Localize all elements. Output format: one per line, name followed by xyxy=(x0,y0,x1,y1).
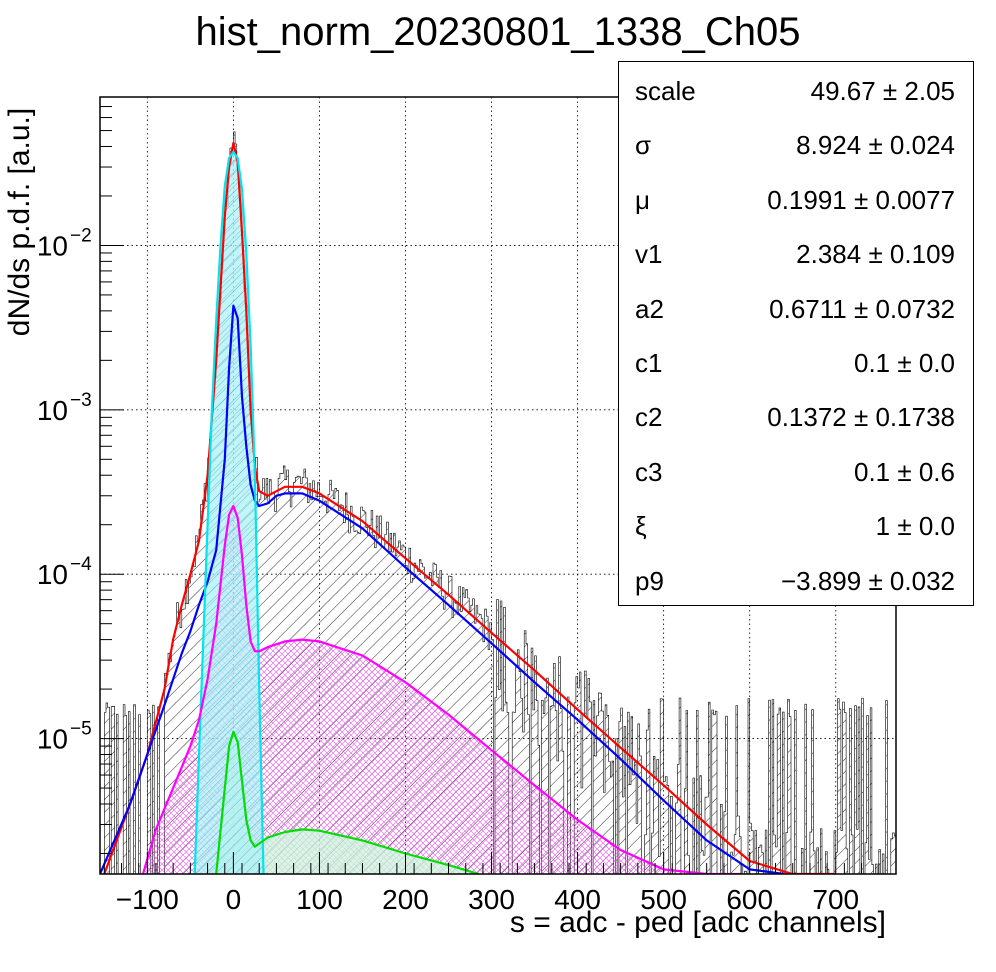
component-magenta-curve xyxy=(141,504,742,874)
x-tick-label: 400 xyxy=(554,884,601,915)
y-tick-label: 10 xyxy=(37,559,68,590)
pedestal-cyan-curve xyxy=(193,150,265,874)
fit-param-name: μ xyxy=(635,184,650,215)
fit-param-name: ξ xyxy=(635,511,647,542)
fit-param-row: v1 2.384 ± 0.109 xyxy=(619,239,973,289)
fit-param-value: 49.67 ± 2.05 xyxy=(810,76,955,106)
component-magenta-curve-hatch xyxy=(143,506,742,874)
fit-param-name: c3 xyxy=(635,456,663,487)
fit-param-row: σ 8.924 ± 0.024 xyxy=(619,130,973,180)
fit-param-name: c1 xyxy=(635,348,663,378)
axes: −100 0 100 200 300 400 500 600 70010−210−310−410… xyxy=(37,96,897,915)
fit-param-row: a2 0.6711 ± 0.0732 xyxy=(619,294,973,344)
fit-param-value: 0.1372 ± 0.1738 xyxy=(767,402,955,433)
fit-param-value: 8.924 ± 0.024 xyxy=(796,130,955,161)
component-blue-curve xyxy=(100,304,785,874)
component-green-curve xyxy=(215,730,479,874)
y-tick-label: 10 xyxy=(37,395,68,426)
fit-param-name: p9 xyxy=(635,565,664,596)
x-tick-label: −100 xyxy=(116,884,179,915)
fit-param-row: c3 0.1 ± 0.6 xyxy=(619,457,973,507)
fit-param-row: p9 −3.899 ± 0.032 xyxy=(619,566,973,616)
fit-param-name: a2 xyxy=(635,293,664,324)
y-tick-exponent: −3 xyxy=(70,390,92,411)
fit-param-value: 0.1 ± 0.0 xyxy=(853,348,955,378)
fit-param-name: σ xyxy=(635,130,652,161)
fit-param-value: 0.1991 ± 0.0077 xyxy=(767,184,955,215)
plot-area xyxy=(100,131,896,874)
x-tick-label: 700 xyxy=(812,884,859,915)
fit-param-value: 2.384 ± 0.109 xyxy=(796,239,955,270)
chart-title: hist_norm_20230801_1338_Ch05 xyxy=(195,10,801,54)
fit-parameters-box: scale 49.67 ± 2.05 σ 8.924 ± 0.024 μ 0.1991 ±… xyxy=(618,61,974,606)
x-tick-label: 500 xyxy=(640,884,687,915)
y-tick-exponent: −5 xyxy=(70,719,92,740)
y-tick-exponent: −2 xyxy=(70,225,92,246)
fit-param-row: c1 0.1 ± 0.0 xyxy=(619,348,973,398)
y-tick-label: 10 xyxy=(37,724,68,755)
x-tick-label: 0 xyxy=(226,884,242,915)
y-axis-label: dN/ds p.d.f. [a.u.] xyxy=(3,107,36,337)
y-tick-exponent: −4 xyxy=(70,554,92,575)
fit-param-value: 0.6711 ± 0.0732 xyxy=(769,293,955,324)
x-tick-label: 600 xyxy=(726,884,773,915)
fit-param-value: 1 ± 0.0 xyxy=(875,511,955,542)
fit-param-value: 0.1 ± 0.6 xyxy=(853,456,955,487)
x-tick-label: 300 xyxy=(468,884,515,915)
fit-param-row: scale 49.67 ± 2.05 xyxy=(619,76,973,126)
fit-param-name: v1 xyxy=(635,239,663,270)
fit-param-name: scale xyxy=(635,76,696,106)
x-tick-label: 200 xyxy=(382,884,429,915)
x-axis-label: s = adc - ped [adc channels] xyxy=(509,906,886,939)
fit-param-row: μ 0.1991 ± 0.0077 xyxy=(619,185,973,235)
component-green-curve-fill xyxy=(216,731,479,874)
fit-param-value: −3.899 ± 0.032 xyxy=(780,565,955,596)
fit-param-row: ξ 1 ± 0.0 xyxy=(619,511,973,561)
x-tick-label: 100 xyxy=(296,884,343,915)
y-tick-label: 10 xyxy=(37,230,68,261)
total-fit-curve xyxy=(103,141,836,874)
fit-param-name: c2 xyxy=(635,402,663,433)
fit-param-row: c2 0.1372 ± 0.1738 xyxy=(619,402,973,452)
